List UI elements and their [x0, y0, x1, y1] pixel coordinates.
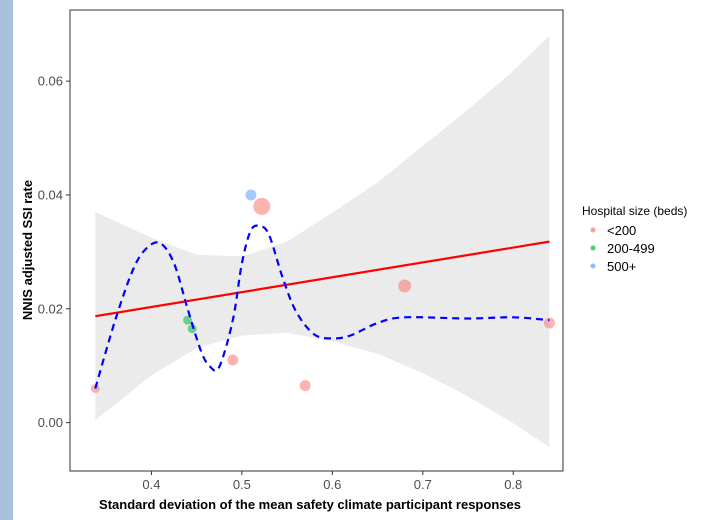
data-point — [543, 317, 555, 329]
x-tick-label: 0.4 — [142, 477, 160, 492]
legend-key — [590, 227, 596, 233]
legend-items: <200 200-499 500+ — [590, 223, 655, 274]
axes-layer: 0.4 0.5 0.6 0.7 0.8 0.00 0.02 0.04 0.06 — [38, 9, 564, 492]
confidence-band — [95, 35, 550, 448]
legend-label: 200-499 — [607, 241, 655, 256]
data-point — [245, 189, 257, 201]
legend-key — [590, 263, 596, 269]
data-point — [398, 279, 412, 293]
x-tick-label: 0.5 — [233, 477, 251, 492]
y-tick-label: 0.04 — [38, 187, 63, 202]
data-point — [187, 324, 197, 334]
legend-title: Hospital size (beds) — [582, 204, 687, 218]
legend: Hospital size (beds) <200 200-499 500+ — [582, 204, 687, 274]
plot-border — [69, 9, 564, 472]
data-point — [227, 354, 239, 366]
legend-key — [590, 245, 596, 251]
y-tick-label: 0.00 — [38, 415, 63, 430]
plot-panel — [90, 35, 555, 448]
frame-strip — [0, 0, 13, 520]
x-tick-label: 0.6 — [323, 477, 341, 492]
linear-fit-line — [95, 240, 550, 318]
data-point — [183, 315, 193, 325]
y-tick-label: 0.06 — [38, 74, 63, 89]
x-axis-title: Standard deviation of the mean safety cl… — [99, 497, 521, 512]
y-tick-label: 0.02 — [38, 301, 63, 316]
x-tick-label: 0.8 — [504, 477, 522, 492]
data-point — [299, 380, 311, 392]
legend-label: <200 — [607, 223, 636, 238]
legend-label: 500+ — [607, 259, 636, 274]
data-point — [253, 197, 271, 215]
x-tick-label: 0.7 — [414, 477, 432, 492]
y-axis-title: NNIS adjusted SSI rate — [20, 180, 35, 320]
